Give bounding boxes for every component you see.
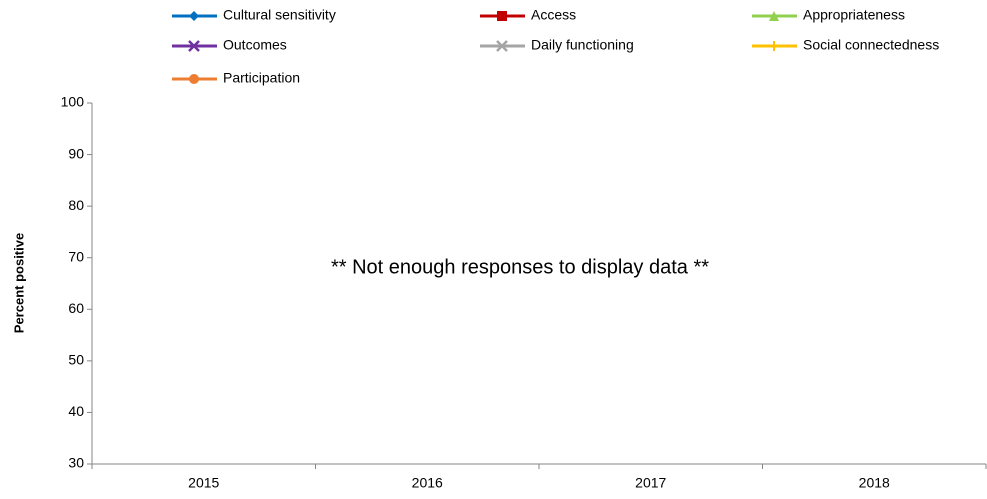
x-tick-label: 2016 (412, 475, 443, 491)
legend-marker (769, 11, 779, 21)
x-tick-label: 2018 (859, 475, 890, 491)
y-tick-label: 100 (61, 94, 85, 110)
y-tick-label: 50 (68, 352, 84, 368)
legend-label: Social connectedness (803, 37, 939, 53)
legend-label: Daily functioning (531, 37, 634, 53)
legend-marker (769, 41, 779, 51)
legend-marker (189, 11, 199, 21)
legend-label: Access (531, 7, 576, 23)
legend-label: Participation (223, 70, 300, 86)
y-tick-label: 90 (68, 145, 84, 161)
annotation: ** Not enough responses to display data … (331, 256, 709, 278)
y-tick-label: 60 (68, 300, 84, 316)
legend-marker (496, 40, 508, 52)
legend-label: Cultural sensitivity (223, 7, 336, 23)
legend-label: Appropriateness (803, 7, 905, 23)
y-axis-label: Percent positive (11, 233, 26, 333)
y-tick-label: 70 (68, 248, 84, 264)
y-tick-label: 80 (68, 197, 84, 213)
y-tick-label: 30 (68, 455, 84, 471)
legend-label: Outcomes (223, 37, 287, 53)
y-tick-label: 40 (68, 403, 84, 419)
x-tick-label: 2015 (188, 475, 219, 491)
legend-marker (189, 74, 199, 84)
legend-marker (188, 40, 200, 52)
legend-marker (497, 11, 507, 21)
x-tick-label: 2017 (635, 475, 666, 491)
